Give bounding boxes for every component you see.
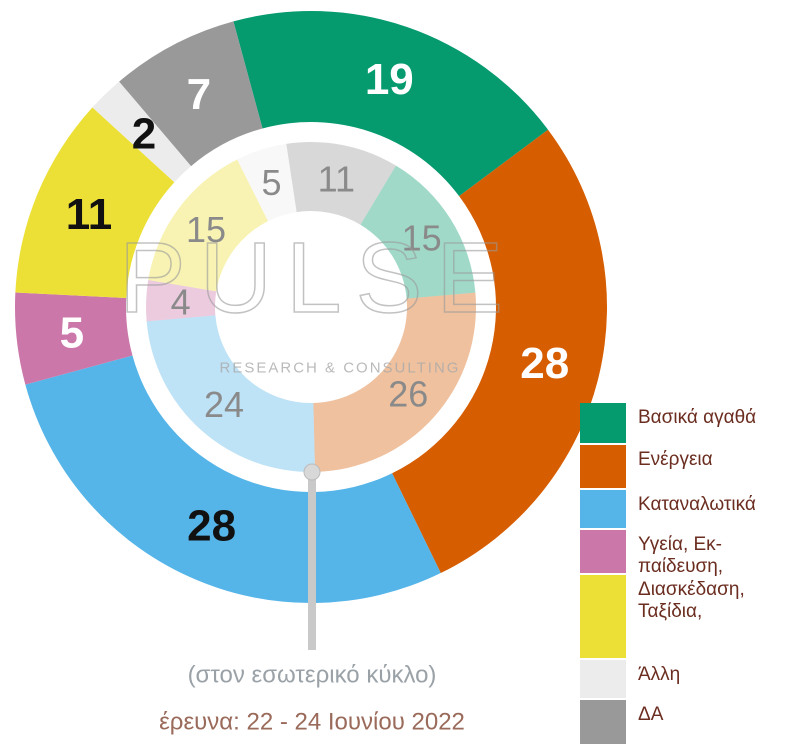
- legend-label: Βασικά αγαθά: [638, 407, 757, 428]
- legend-label: Άλλη: [638, 664, 681, 685]
- slice: [360, 165, 476, 299]
- legend-swatch: [580, 660, 626, 698]
- pointer-dot: [303, 463, 321, 481]
- legend-swatch: [580, 490, 626, 528]
- slice: [233, 11, 549, 197]
- value-label: 4: [171, 281, 191, 322]
- legend-item: ΔΑ: [580, 700, 804, 744]
- note: (στον εσωτερικό κύκλο): [188, 662, 437, 689]
- slice: [146, 315, 316, 472]
- value-label: 11: [318, 158, 355, 199]
- slice: [148, 159, 269, 292]
- legend-label: ΔΑ: [638, 704, 664, 725]
- legend-label: Υγεία, Εκ- παίδευση,: [638, 534, 724, 577]
- legend-item: Άλλη: [580, 660, 804, 698]
- legend-item: Βασικά αγαθά: [580, 403, 804, 443]
- watermark-sub: RESEARCH & CONSULTING: [220, 360, 461, 377]
- value-label: 28: [187, 502, 236, 551]
- slice: [313, 292, 476, 472]
- value-label: 7: [187, 70, 211, 119]
- slice: [92, 81, 192, 183]
- slice: [25, 355, 441, 604]
- legend-swatch: [580, 530, 626, 573]
- legend-label: Καταναλωτικά: [638, 494, 756, 515]
- value-label: 28: [520, 339, 569, 388]
- legend-item: Ενέργεια: [580, 445, 804, 488]
- legend-item: Καταναλωτικά: [580, 490, 804, 528]
- value-label: 19: [365, 55, 414, 104]
- value-label: 24: [204, 384, 244, 425]
- legend-swatch: [580, 403, 626, 443]
- value-label: 11: [66, 190, 113, 239]
- legend-swatch: [580, 575, 626, 658]
- legend-item: Διασκέδαση, Ταξίδια,: [580, 575, 804, 658]
- value-label: 15: [402, 217, 442, 258]
- value-label: 5: [60, 308, 84, 357]
- slice: [145, 280, 217, 322]
- value-label: 15: [186, 209, 226, 250]
- value-label: 5: [262, 162, 282, 203]
- slice: [119, 21, 263, 167]
- legend-item: Υγεία, Εκ- παίδευση,: [580, 530, 804, 577]
- slice: [15, 107, 175, 298]
- footer: έρευνα: 22 - 24 Ιουνίου 2022: [159, 709, 465, 736]
- slice: [14, 292, 133, 385]
- slice: [286, 141, 396, 225]
- watermark: PULSE: [119, 222, 517, 334]
- legend-swatch: [580, 445, 626, 488]
- value-label: 26: [388, 373, 428, 414]
- legend-label: Διασκέδαση, Ταξίδια,: [638, 579, 745, 622]
- legend-swatch: [580, 700, 626, 744]
- slice: [237, 143, 297, 222]
- legend-label: Ενέργεια: [638, 449, 713, 470]
- slice: [392, 129, 607, 574]
